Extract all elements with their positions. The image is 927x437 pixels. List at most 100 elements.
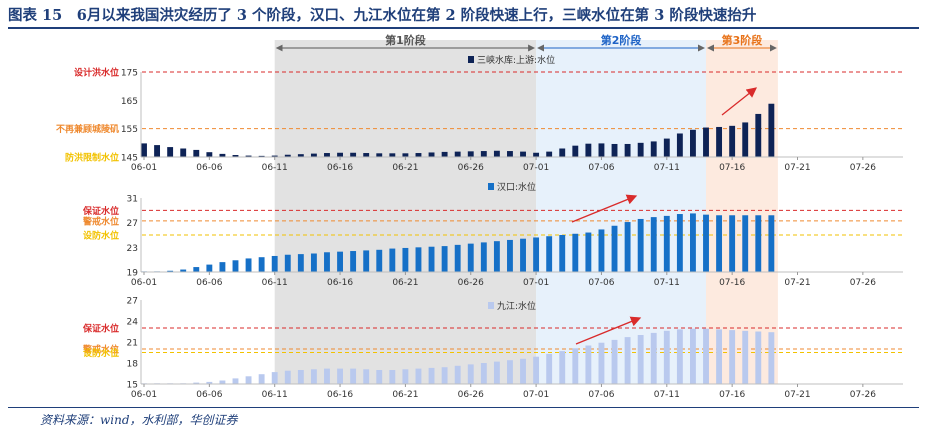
bar xyxy=(193,149,200,157)
bar xyxy=(337,152,343,157)
legend-label: 九江:水位 xyxy=(497,300,536,312)
x-tick-label: 07-26 xyxy=(850,278,876,288)
bar xyxy=(467,243,474,272)
bar xyxy=(193,382,200,384)
footer-divider xyxy=(8,407,919,408)
bar xyxy=(415,153,422,157)
bar xyxy=(206,264,213,272)
stage-label-2: 第2阶段 xyxy=(601,33,642,47)
y-tick-label: 18 xyxy=(127,360,139,370)
title-divider xyxy=(8,27,919,29)
bar xyxy=(271,155,278,157)
bar xyxy=(533,152,540,157)
bar xyxy=(350,251,357,272)
bar xyxy=(611,339,618,384)
bar xyxy=(742,330,749,384)
bar xyxy=(637,142,644,157)
x-tick-label: 06-16 xyxy=(327,278,353,288)
x-tick-label: 06-26 xyxy=(458,390,484,400)
bar xyxy=(559,351,566,384)
bar xyxy=(663,330,670,384)
bar xyxy=(507,239,513,272)
bar xyxy=(271,372,278,384)
bar xyxy=(703,214,709,272)
legend-swatch xyxy=(488,302,494,309)
y-tick-label: 145 xyxy=(121,154,138,164)
bar xyxy=(572,233,579,272)
x-tick-label: 07-21 xyxy=(784,278,810,288)
bar xyxy=(402,247,409,272)
bar xyxy=(402,369,409,384)
bar xyxy=(258,257,265,272)
bar xyxy=(703,328,709,384)
bar xyxy=(546,236,553,272)
x-tick-label: 06-26 xyxy=(458,163,484,173)
bar xyxy=(219,380,226,384)
bar xyxy=(729,215,736,272)
bar xyxy=(389,153,396,157)
x-tick-label: 06-01 xyxy=(131,163,157,173)
bar xyxy=(729,125,736,157)
bar xyxy=(768,215,775,272)
bar xyxy=(193,267,200,272)
bar xyxy=(480,242,487,272)
bar xyxy=(716,329,723,384)
bar xyxy=(507,360,513,384)
bar xyxy=(572,348,579,384)
bar xyxy=(206,381,213,384)
trend-arrow xyxy=(575,316,642,345)
bar xyxy=(363,153,370,157)
x-tick-label: 06-01 xyxy=(131,390,157,400)
bar xyxy=(755,215,762,272)
bar xyxy=(611,143,618,157)
x-tick-label: 07-11 xyxy=(654,163,680,173)
bar xyxy=(337,251,343,272)
x-tick-label: 07-11 xyxy=(654,278,680,288)
bar xyxy=(219,262,226,272)
bar xyxy=(637,335,644,384)
source-note: 资料来源：wind，水利部，华创证券 xyxy=(40,413,238,427)
x-tick-label: 06-21 xyxy=(392,278,418,288)
bar xyxy=(676,133,683,157)
bar xyxy=(232,260,239,272)
x-tick-label: 06-06 xyxy=(196,278,222,288)
bar xyxy=(650,141,657,157)
trend-arrow xyxy=(571,194,638,223)
legend-swatch xyxy=(468,56,474,63)
y-tick-label: 23 xyxy=(127,244,138,254)
bar xyxy=(585,232,592,272)
bar xyxy=(520,238,526,272)
bar xyxy=(219,153,226,157)
bar xyxy=(755,113,762,157)
bar xyxy=(533,237,540,272)
x-tick-label: 07-06 xyxy=(588,163,614,173)
x-tick-label: 07-11 xyxy=(654,390,680,400)
bar xyxy=(650,332,657,384)
bar xyxy=(663,215,670,272)
bar xyxy=(428,367,435,384)
bar xyxy=(742,122,749,157)
bar xyxy=(768,103,775,157)
reference-label: 不再兼顾城陵矶 xyxy=(56,123,119,135)
bar xyxy=(363,250,370,272)
reference-label: 警戒水位 xyxy=(83,344,119,356)
bar xyxy=(363,369,370,384)
bar xyxy=(663,138,670,157)
bar xyxy=(258,155,265,157)
bar xyxy=(297,154,304,157)
bar xyxy=(467,364,474,384)
bar xyxy=(611,225,618,272)
bar xyxy=(559,235,566,272)
y-tick-label: 15 xyxy=(127,381,138,391)
bar xyxy=(585,143,592,157)
x-tick-label: 07-26 xyxy=(850,163,876,173)
legend-label: 三峡水库:上游:水位 xyxy=(477,54,555,66)
x-tick-label: 07-06 xyxy=(588,278,614,288)
x-tick-label: 07-26 xyxy=(850,390,876,400)
figure-title: 图表 15 6月以来我国洪灾经历了 3 个阶段，汉口、九江水位在第 2 阶段快速… xyxy=(8,7,757,24)
bar xyxy=(415,247,422,272)
bar xyxy=(689,328,696,384)
bar xyxy=(141,143,147,157)
reference-label: 保证水位 xyxy=(82,323,119,335)
x-tick-label: 06-16 xyxy=(327,390,353,400)
